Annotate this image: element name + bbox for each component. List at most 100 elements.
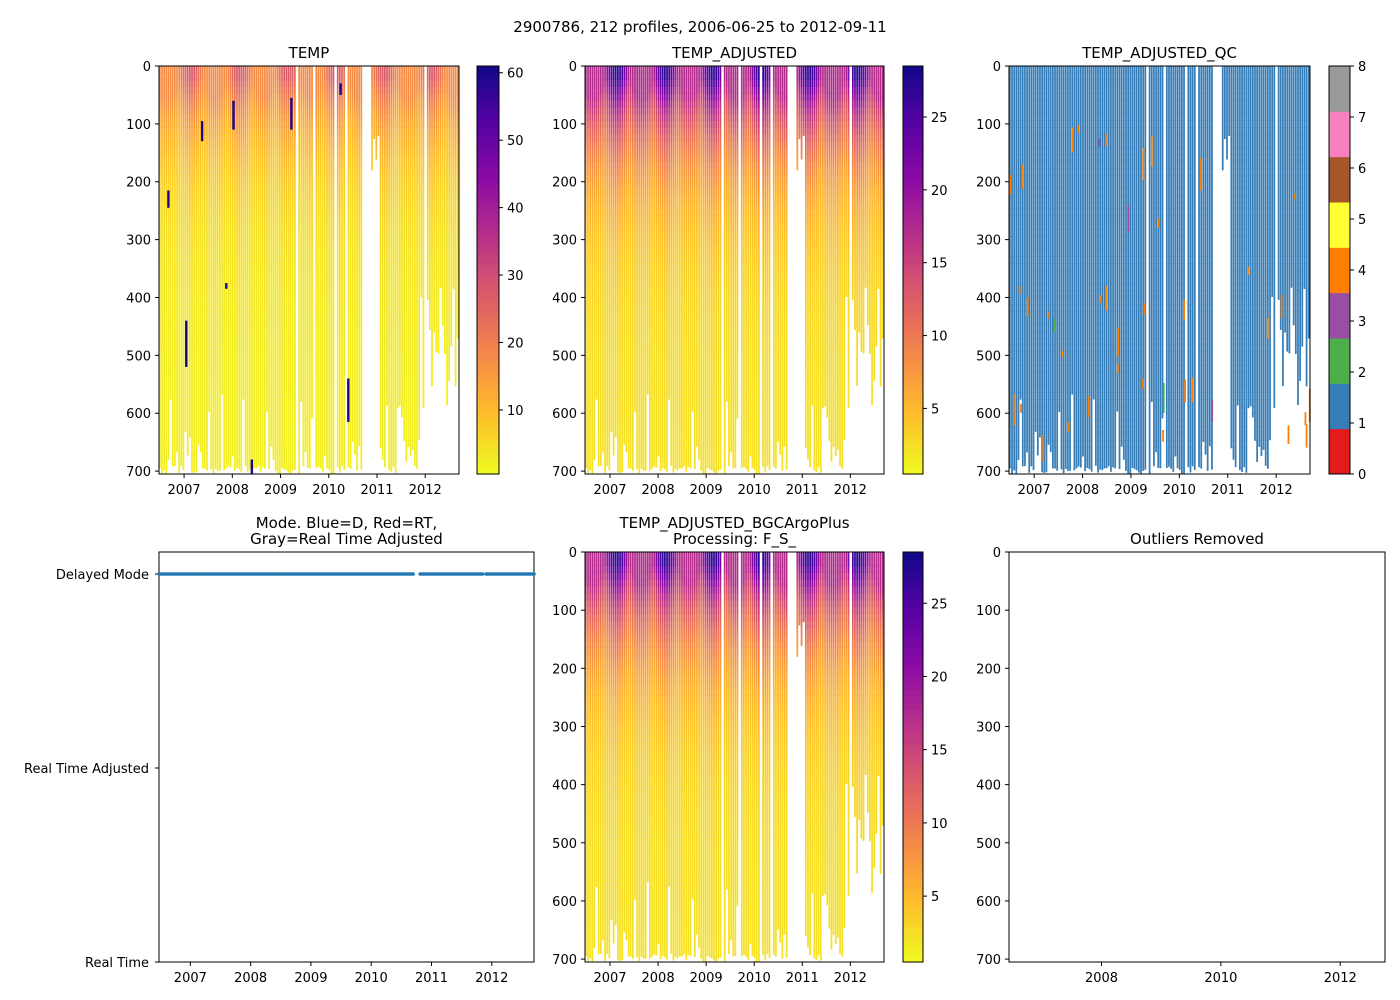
temp-cell xyxy=(234,324,236,331)
temp-cell xyxy=(225,311,227,318)
temp-cell xyxy=(176,202,178,209)
temp-cell xyxy=(213,420,215,427)
temp-cell xyxy=(208,290,210,297)
temp-cell xyxy=(294,372,296,379)
temp-cell xyxy=(213,93,215,100)
temp-cell xyxy=(163,168,165,175)
temp-cell xyxy=(333,420,335,427)
temp-cell xyxy=(251,127,253,134)
temp-cell xyxy=(206,324,208,331)
temp-cell xyxy=(305,263,307,270)
temp-cell xyxy=(232,236,234,243)
temp-cell xyxy=(305,358,307,365)
temp-cell xyxy=(253,141,255,148)
temp-cell xyxy=(318,236,320,243)
temp-cell xyxy=(176,318,178,325)
temp-cell xyxy=(219,229,221,236)
temp-cell xyxy=(215,467,217,469)
temp-cell xyxy=(255,413,257,420)
temp-cell xyxy=(292,277,294,284)
temp-cell xyxy=(202,107,204,114)
temp-cell xyxy=(255,372,257,379)
temp-cell xyxy=(330,406,332,413)
temp-cell xyxy=(333,168,335,175)
temp-cell xyxy=(277,195,279,202)
temp-cell xyxy=(298,263,300,270)
temp-cell xyxy=(326,236,328,243)
temp-cell xyxy=(165,148,167,155)
temp-cell xyxy=(339,290,341,297)
temp-cell xyxy=(230,284,232,291)
temp-cell xyxy=(300,188,302,195)
temp-cell xyxy=(337,379,339,386)
temp-cell xyxy=(161,467,163,474)
temp-cell xyxy=(277,277,279,284)
temp-cell xyxy=(202,243,204,250)
temp-cell xyxy=(322,229,324,236)
temp-cell xyxy=(228,256,230,263)
temp-cell xyxy=(215,114,217,121)
temp-cell xyxy=(268,188,270,195)
temp-cell xyxy=(305,440,307,447)
temp-cell xyxy=(176,107,178,114)
temp-cell xyxy=(320,107,322,114)
temp-cell xyxy=(260,433,262,440)
temp-cell xyxy=(264,467,266,468)
temp-cell xyxy=(178,263,180,270)
temp-cell xyxy=(300,195,302,202)
temp-cell xyxy=(251,175,253,182)
temp-cell xyxy=(168,392,170,399)
temp-cell xyxy=(275,420,277,427)
temp-cell xyxy=(238,80,240,87)
temp-cell xyxy=(339,256,341,263)
temp-cell xyxy=(234,236,236,243)
temp-cell xyxy=(172,433,174,440)
temp-cell xyxy=(172,318,174,325)
temp-cell xyxy=(215,188,217,195)
temp-cell xyxy=(191,399,193,406)
temp-cell xyxy=(303,250,305,257)
temp-cell xyxy=(163,358,165,365)
temp-cell xyxy=(311,202,313,209)
temp-cell xyxy=(348,311,350,318)
temp-cell xyxy=(238,324,240,331)
temp-cell xyxy=(245,324,247,331)
temp-cell xyxy=(202,406,204,413)
temp-cell xyxy=(292,263,294,270)
temp-cell xyxy=(294,270,296,277)
temp-cell xyxy=(178,460,180,467)
temp-cell xyxy=(348,318,350,325)
temp-cell xyxy=(281,270,283,277)
temp-cell xyxy=(193,114,195,121)
temp-cell xyxy=(307,182,309,189)
temp-cell xyxy=(320,120,322,127)
temp-cell xyxy=(285,454,287,461)
temp-cell xyxy=(193,182,195,189)
temp-cell xyxy=(172,100,174,107)
temp-cell xyxy=(268,284,270,291)
temp-cell xyxy=(191,406,193,413)
temp-cell xyxy=(189,413,191,420)
temp-cell xyxy=(230,420,232,427)
temp-cell xyxy=(315,209,317,216)
temp-cell xyxy=(204,352,206,359)
temp-cell xyxy=(275,222,277,229)
temp-cell xyxy=(225,440,227,447)
temp-cell xyxy=(247,331,249,338)
temp-cell xyxy=(322,447,324,454)
temp-cell xyxy=(275,297,277,304)
temp-cell xyxy=(341,297,343,304)
temp-cell xyxy=(161,86,163,93)
temp-cell xyxy=(251,338,253,345)
temp-cell xyxy=(253,379,255,386)
temp-cell xyxy=(217,386,219,393)
temp-cell xyxy=(193,209,195,216)
temp-cell xyxy=(337,229,339,236)
temp-cell xyxy=(225,352,227,359)
temp-cell xyxy=(322,127,324,134)
temp-cell xyxy=(221,100,223,107)
temp-cell xyxy=(213,433,215,440)
temp-cell xyxy=(275,460,277,467)
temp-cell xyxy=(253,148,255,155)
temp-cell xyxy=(176,243,178,250)
